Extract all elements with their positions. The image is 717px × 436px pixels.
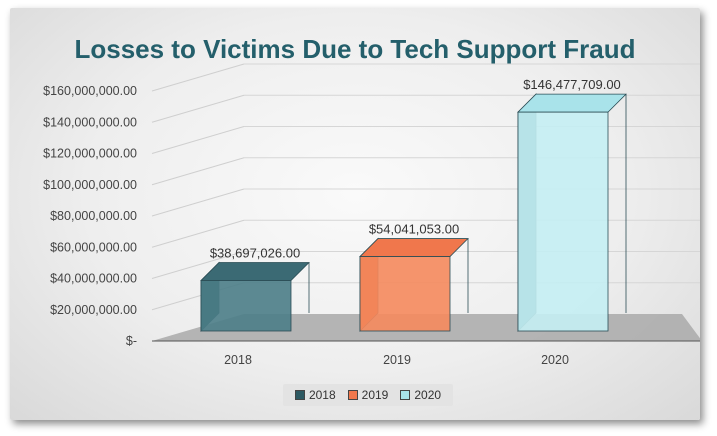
bar-top-2019: [359, 238, 469, 257]
bar-front-2019: [359, 256, 451, 332]
y-tick-label: $-: [126, 334, 137, 348]
gridline-diagonal: [151, 219, 245, 248]
legend-item-2018: 2018: [294, 388, 336, 402]
x-tick-label-2019: 2019: [383, 353, 411, 367]
y-tick-label: $160,000,000.00: [43, 84, 137, 98]
chart-frame: Losses to Victims Due to Tech Support Fr…: [10, 8, 700, 420]
legend-swatch-2018: [294, 390, 305, 400]
bar-top-2020: [517, 93, 627, 113]
y-tick-label: $120,000,000.00: [43, 147, 137, 161]
x-tick-label-2020: 2020: [541, 353, 569, 367]
legend-swatch-2019: [347, 390, 358, 400]
y-tick-label: $60,000,000.00: [50, 240, 137, 254]
gridline-diagonal: [151, 63, 245, 92]
chart-title: Losses to Victims Due to Tech Support Fr…: [74, 34, 636, 64]
gridline-diagonal: [151, 188, 245, 217]
legend-item-2019: 2019: [347, 388, 389, 402]
bar-front-2020: [517, 111, 609, 332]
bar-front-2018: [200, 280, 292, 332]
y-tick-label: $80,000,000.00: [50, 209, 137, 223]
data-label-2018: $38,697,026.00: [210, 246, 300, 261]
gridline-diagonal: [151, 251, 245, 279]
bar-top-2018: [200, 262, 310, 281]
x-tick-label-2018: 2018: [224, 353, 252, 367]
gridline-diagonal: [151, 157, 245, 186]
y-tick-label: $40,000,000.00: [50, 272, 137, 286]
legend-swatch-2020: [400, 390, 411, 400]
y-tick-label: $140,000,000.00: [43, 115, 137, 129]
gridline-diagonal: [151, 94, 245, 123]
data-label-2019: $54,041,053.00: [369, 222, 459, 237]
legend-item-2020: 2020: [400, 388, 441, 402]
y-tick-label: $100,000,000.00: [43, 178, 137, 192]
legend-label-2018: 2018: [308, 388, 336, 402]
legend-label-2019: 2019: [361, 388, 389, 402]
y-tick-label: $20,000,000.00: [50, 303, 137, 317]
legend-label-2020: 2020: [414, 388, 442, 402]
chart-plot-area: $- $20,000,000.00 $40,000,000.00 $60,000,00…: [43, 63, 700, 367]
chart-legend: 2018 2019 2020: [283, 384, 453, 406]
gridline-diagonal: [151, 126, 245, 154]
data-label-2020: $146,477,709.00: [523, 77, 621, 92]
